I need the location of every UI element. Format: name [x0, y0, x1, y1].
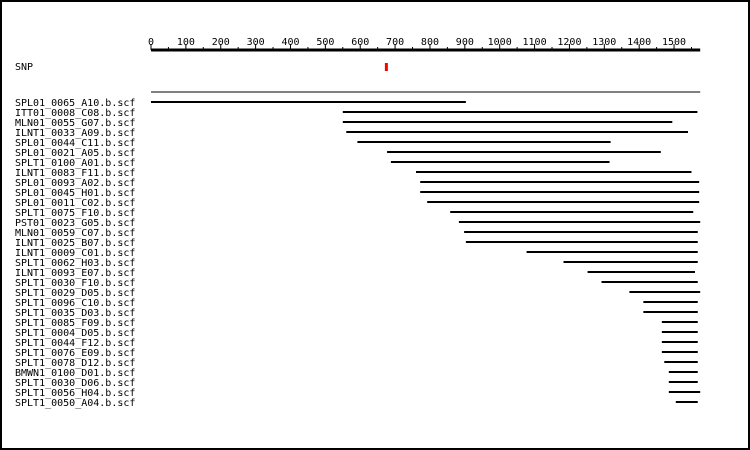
read-row[interactable]: SPLT1_0078_D12.b.scf: [15, 358, 698, 369]
tick-label: 200: [212, 37, 230, 48]
tick-label: 1100: [523, 37, 547, 48]
read-row[interactable]: ILNT1_0093_E07.b.scf: [15, 268, 695, 279]
tick-label: 0: [148, 37, 154, 48]
read-row[interactable]: BMWN1_0100_D01.b.scf: [15, 368, 698, 379]
read-name: ILNT1_0033_A09.b.scf: [15, 128, 135, 139]
read-name: MLN01_0055_G07.b.scf: [15, 118, 135, 129]
read-name: SPLT1_0078_D12.b.scf: [15, 358, 135, 369]
read-row[interactable]: ILNT1_0033_A09.b.scf: [15, 128, 688, 139]
tick-label: 800: [421, 37, 439, 48]
read-row[interactable]: SPLT1_0075_F10.b.scf: [15, 208, 694, 219]
read-row[interactable]: SPL01_0011_C02.b.scf: [15, 198, 700, 209]
read-row[interactable]: SPL01_0065_A10.b.scf: [15, 98, 466, 109]
read-row[interactable]: PST01_0023_G05.b.scf: [15, 218, 701, 229]
read-row[interactable]: SPLT1_0096_C10.b.scf: [15, 298, 698, 309]
read-row[interactable]: ILNT1_0009_C01.b.scf: [15, 248, 698, 259]
tick-label: 1200: [557, 37, 581, 48]
read-name: SPL01_0021_A05.b.scf: [15, 148, 135, 159]
read-row[interactable]: SPLT1_0100_A01.b.scf: [15, 158, 610, 169]
read-list: SPL01_0065_A10.b.scfITT01_0008_C08.b.scf…: [15, 98, 701, 409]
read-row[interactable]: SPL01_0044_C11.b.scf: [15, 138, 611, 149]
read-row[interactable]: SPLT1_0044_F12.b.scf: [15, 338, 698, 349]
tick-label: 400: [281, 37, 299, 48]
read-name: SPLT1_0062_H03.b.scf: [15, 258, 135, 269]
tick-label: 300: [247, 37, 265, 48]
read-name: SPLT1_0004_D05.b.scf: [15, 328, 135, 339]
read-row[interactable]: SPL01_0021_A05.b.scf: [15, 148, 661, 159]
read-row[interactable]: SPLT1_0076_E09.b.scf: [15, 348, 698, 359]
read-row[interactable]: SPLT1_0085_F09.b.scf: [15, 318, 698, 329]
tick-label: 600: [351, 37, 369, 48]
read-name: SPLT1_0029_D05.b.scf: [15, 288, 135, 299]
read-name: ILNT1_0093_E07.b.scf: [15, 268, 135, 279]
read-name: BMWN1_0100_D01.b.scf: [15, 368, 135, 379]
tick-label: 100: [177, 37, 195, 48]
read-name: SPLT1_0030_D06.b.scf: [15, 378, 135, 389]
read-row[interactable]: SPL01_0093_A02.b.scf: [15, 178, 700, 189]
snp-track-label: SNP: [15, 62, 33, 73]
read-row[interactable]: ILNT1_0083_F11.b.scf: [15, 168, 692, 179]
position-axis: 0 100 200 300 400 500 600 700 800 900 1000 1100 1200…: [148, 37, 701, 52]
read-name: SPLT1_0100_A01.b.scf: [15, 158, 135, 169]
read-name: SPL01_0044_C11.b.scf: [15, 138, 135, 149]
read-row[interactable]: SPLT1_0050_A04.b.scf: [15, 398, 698, 409]
read-name: ILNT1_0009_C01.b.scf: [15, 248, 135, 259]
read-row[interactable]: SPLT1_0035_D03.b.scf: [15, 308, 698, 319]
read-row[interactable]: ILNT1_0025_B07.b.scf: [15, 238, 698, 249]
tick-label: 700: [386, 37, 404, 48]
read-name: SPLT1_0044_F12.b.scf: [15, 338, 135, 349]
tick-label: 900: [456, 37, 474, 48]
read-name: SPL01_0065_A10.b.scf: [15, 98, 135, 109]
read-name: ITT01_0008_C08.b.scf: [15, 108, 135, 119]
read-row[interactable]: MLN01_0059_C07.b.scf: [15, 228, 698, 239]
read-row[interactable]: SPLT1_0004_D05.b.scf: [15, 328, 698, 339]
read-row[interactable]: SPLT1_0062_H03.b.scf: [15, 258, 698, 269]
tick-label: 1400: [627, 37, 651, 48]
tick-label: 1500: [662, 37, 686, 48]
read-name: SPLT1_0076_E09.b.scf: [15, 348, 135, 359]
read-name: SPL01_0011_C02.b.scf: [15, 198, 135, 209]
tick-label: 500: [316, 37, 334, 48]
read-row[interactable]: SPLT1_0030_D06.b.scf: [15, 378, 698, 389]
read-name: SPLT1_0075_F10.b.scf: [15, 208, 135, 219]
read-name: SPLT1_0035_D03.b.scf: [15, 308, 135, 319]
snp-track: SNP: [15, 62, 388, 73]
read-row[interactable]: ITT01_0008_C08.b.scf: [15, 108, 698, 119]
tick-label: 1300: [592, 37, 616, 48]
read-name: ILNT1_0025_B07.b.scf: [15, 238, 135, 249]
read-name: SPL01_0045_H01.b.scf: [15, 188, 135, 199]
read-name: SPLT1_0085_F09.b.scf: [15, 318, 135, 329]
read-name: SPLT1_0096_C10.b.scf: [15, 298, 135, 309]
read-row[interactable]: SPLT1_0029_D05.b.scf: [15, 288, 701, 299]
read-name: SPL01_0093_A02.b.scf: [15, 178, 135, 189]
tick-label: 1000: [488, 37, 512, 48]
snp-marker[interactable]: [384, 63, 388, 71]
read-row[interactable]: SPLT1_0030_F10.b.scf: [15, 278, 698, 289]
read-row[interactable]: MLN01_0055_G07.b.scf: [15, 118, 673, 129]
read-name: SPLT1_0056_H04.b.scf: [15, 388, 135, 399]
read-name: ILNT1_0083_F11.b.scf: [15, 168, 135, 179]
read-row[interactable]: SPL01_0045_H01.b.scf: [15, 188, 700, 199]
read-name: MLN01_0059_C07.b.scf: [15, 228, 135, 239]
read-name: SPLT1_0050_A04.b.scf: [15, 398, 135, 409]
read-name: PST01_0023_G05.b.scf: [15, 218, 135, 229]
read-row[interactable]: SPLT1_0056_H04.b.scf: [15, 388, 701, 399]
read-name: SPLT1_0030_F10.b.scf: [15, 278, 135, 289]
